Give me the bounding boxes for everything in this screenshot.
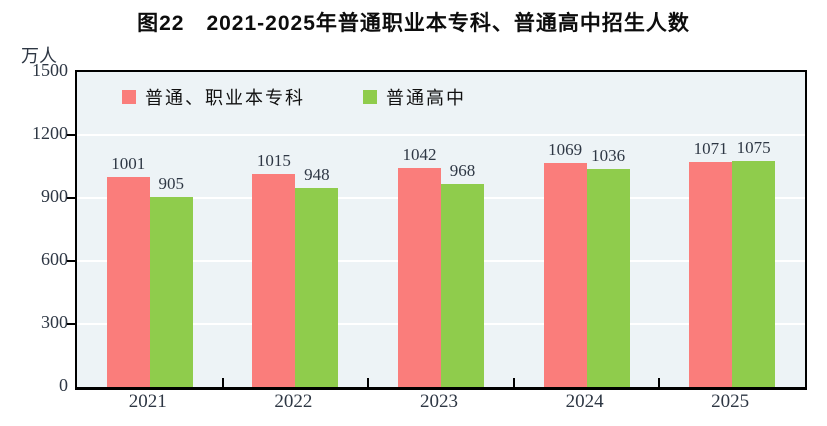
plot-area: 普通、职业本专科 普通高中 1001 905 1015 948 1042 968 1069 10… (67, 70, 807, 390)
bar: 1036 (586, 146, 630, 387)
bar-group-2023: 1042 968 (368, 72, 514, 387)
chart-title: 图22 2021-2025年普通职业本专科、普通高中招生人数 (137, 12, 690, 35)
bar: 948 (295, 165, 339, 387)
x-axis-tick (367, 378, 370, 387)
legend-label: 普通高中 (386, 88, 466, 108)
bar-value-label: 1036 (591, 146, 626, 166)
y-axis-unit-label: 万人 (21, 46, 57, 66)
x-axis-tick (658, 378, 661, 387)
x-axis-tick (512, 378, 515, 387)
bar: 1001 (106, 154, 150, 387)
bar-group-2021: 1001 905 (77, 72, 223, 387)
bar-value-label: 1071 (693, 139, 728, 159)
bar: 968 (440, 161, 484, 387)
gridline (77, 134, 805, 136)
bar-value-label: 968 (449, 160, 476, 180)
y-axis-tick-label: 1500 (32, 60, 68, 80)
bar-value-label: 1015 (256, 150, 291, 170)
bar-value-label: 905 (158, 173, 185, 193)
bar-value-label: 1001 (111, 153, 146, 173)
bar-value-label: 1069 (548, 139, 583, 159)
bar-group-2024: 1069 1036 (514, 72, 660, 387)
bar-groups: 1001 905 1015 948 1042 968 1069 1036 1071 1075 (77, 72, 805, 387)
y-axis-tick (67, 260, 75, 262)
bar: 1071 (689, 139, 733, 387)
bar: 1042 (397, 145, 441, 387)
y-axis-tick (67, 323, 75, 325)
y-axis-tick (67, 197, 75, 199)
bar-value-label: 1075 (736, 138, 771, 158)
bar-value-label: 1042 (402, 145, 437, 165)
legend: 普通、职业本专科 普通高中 (122, 84, 466, 110)
legend-marker-icon (363, 90, 377, 104)
legend-label: 普通、职业本专科 (145, 88, 305, 108)
bar: 1069 (543, 140, 587, 387)
y-axis-tick-label: 0 (59, 375, 68, 395)
x-axis-tick (221, 378, 224, 387)
legend-marker-icon (122, 90, 136, 104)
y-axis-tick-label: 1200 (32, 123, 68, 143)
legend-item: 普通、职业本专科 (122, 84, 305, 110)
bar-group-2025: 1071 1075 (659, 72, 805, 387)
y-axis: 0 300 600 900 1200 1500 (0, 60, 68, 395)
legend-item: 普通高中 (363, 84, 466, 110)
x-axis: 2021 2022 2023 2024 2025 (75, 391, 803, 413)
x-axis-tick-label: 2023 (419, 391, 458, 412)
y-axis-tick (67, 134, 75, 136)
y-axis-tick-label: 300 (41, 312, 68, 332)
bar: 1015 (252, 151, 296, 387)
x-axis-tick-label: 2021 (128, 391, 167, 412)
bar-value-label: 948 (304, 164, 330, 184)
bar-group-2022: 1015 948 (223, 72, 369, 387)
y-axis-tick-label: 900 (41, 186, 68, 206)
x-axis-tick-label: 2025 (711, 391, 750, 412)
x-axis-tick-label: 2024 (565, 391, 604, 412)
bar: 905 (149, 174, 193, 387)
y-axis-tick-label: 600 (41, 249, 68, 269)
bar: 1075 (732, 138, 776, 387)
x-axis-tick-label: 2022 (274, 391, 313, 412)
